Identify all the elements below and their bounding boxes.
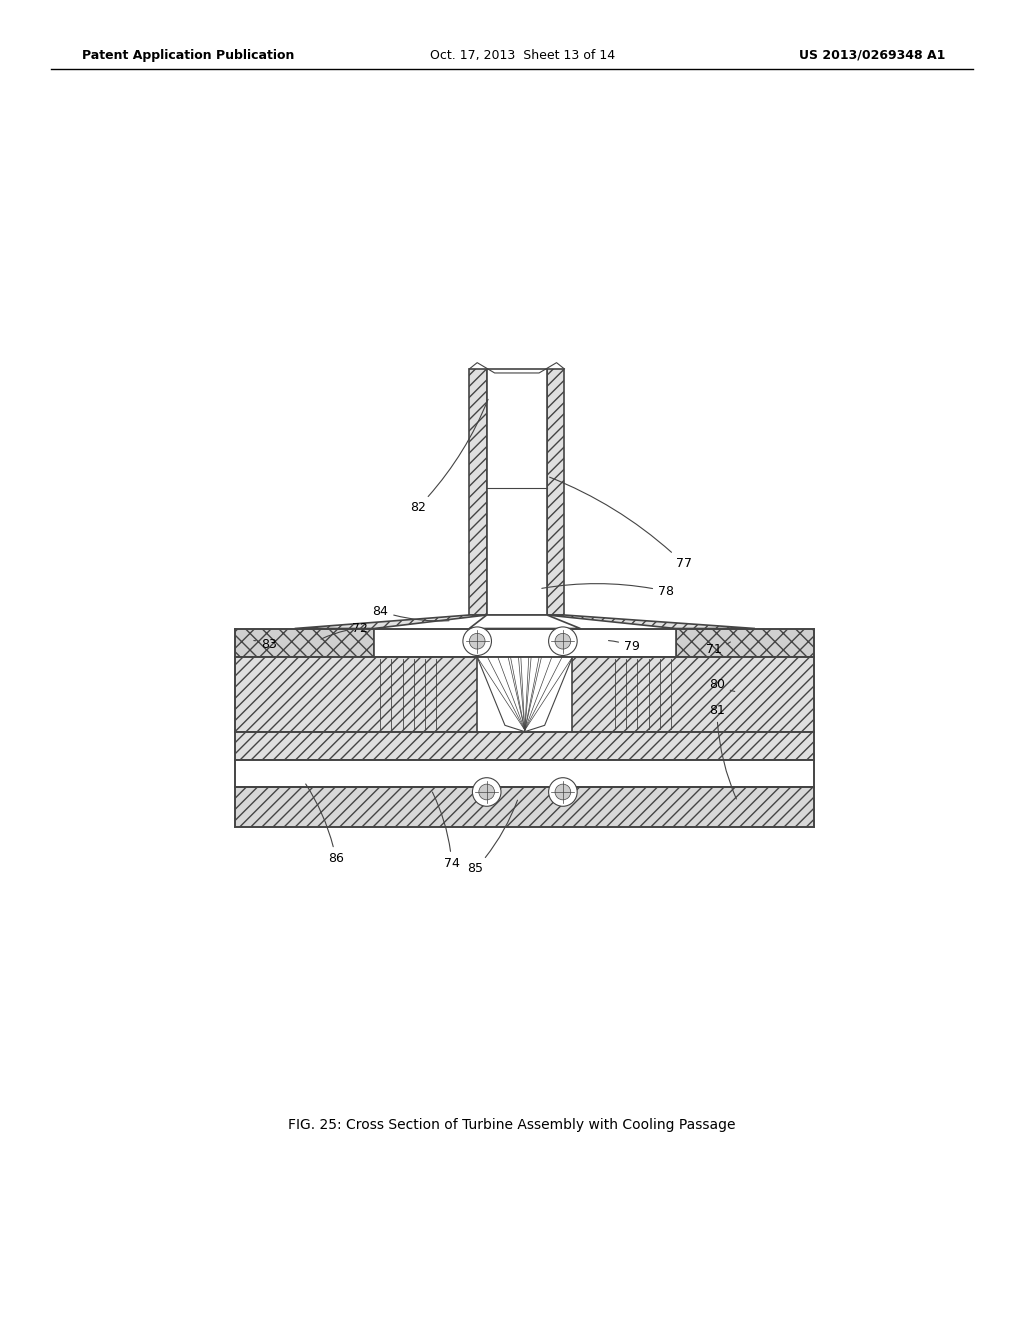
- Polygon shape: [676, 628, 814, 657]
- Text: 86: 86: [306, 784, 344, 865]
- Circle shape: [549, 777, 578, 807]
- Circle shape: [472, 777, 501, 807]
- Text: 74: 74: [432, 792, 460, 870]
- Circle shape: [549, 627, 578, 656]
- Polygon shape: [374, 628, 676, 657]
- Polygon shape: [547, 615, 755, 628]
- Polygon shape: [236, 657, 477, 731]
- Circle shape: [555, 784, 570, 800]
- Text: 72: 72: [321, 622, 368, 639]
- Circle shape: [555, 634, 570, 649]
- Polygon shape: [236, 731, 814, 760]
- Text: Patent Application Publication: Patent Application Publication: [82, 49, 294, 62]
- Polygon shape: [486, 370, 547, 615]
- Text: 79: 79: [608, 640, 640, 653]
- Text: 83: 83: [254, 638, 278, 651]
- Text: 85: 85: [468, 800, 517, 875]
- Text: 84: 84: [373, 605, 449, 620]
- Polygon shape: [572, 657, 814, 731]
- Polygon shape: [547, 370, 564, 615]
- Circle shape: [469, 634, 485, 649]
- Polygon shape: [236, 760, 814, 787]
- Text: 78: 78: [542, 583, 674, 598]
- Circle shape: [479, 784, 495, 800]
- Text: 71: 71: [706, 642, 730, 656]
- Text: US 2013/0269348 A1: US 2013/0269348 A1: [799, 49, 945, 62]
- Text: 82: 82: [410, 400, 488, 515]
- Text: 80: 80: [709, 677, 735, 692]
- Text: 77: 77: [550, 477, 691, 570]
- Polygon shape: [295, 615, 486, 628]
- Polygon shape: [469, 370, 486, 615]
- Polygon shape: [236, 787, 814, 826]
- Polygon shape: [469, 615, 581, 628]
- Text: FIG. 25: Cross Section of Turbine Assembly with Cooling Passage: FIG. 25: Cross Section of Turbine Assemb…: [288, 1118, 736, 1131]
- Circle shape: [463, 627, 492, 656]
- Polygon shape: [477, 657, 572, 731]
- Polygon shape: [236, 628, 374, 657]
- Text: Oct. 17, 2013  Sheet 13 of 14: Oct. 17, 2013 Sheet 13 of 14: [430, 49, 615, 62]
- Text: 81: 81: [709, 704, 736, 799]
